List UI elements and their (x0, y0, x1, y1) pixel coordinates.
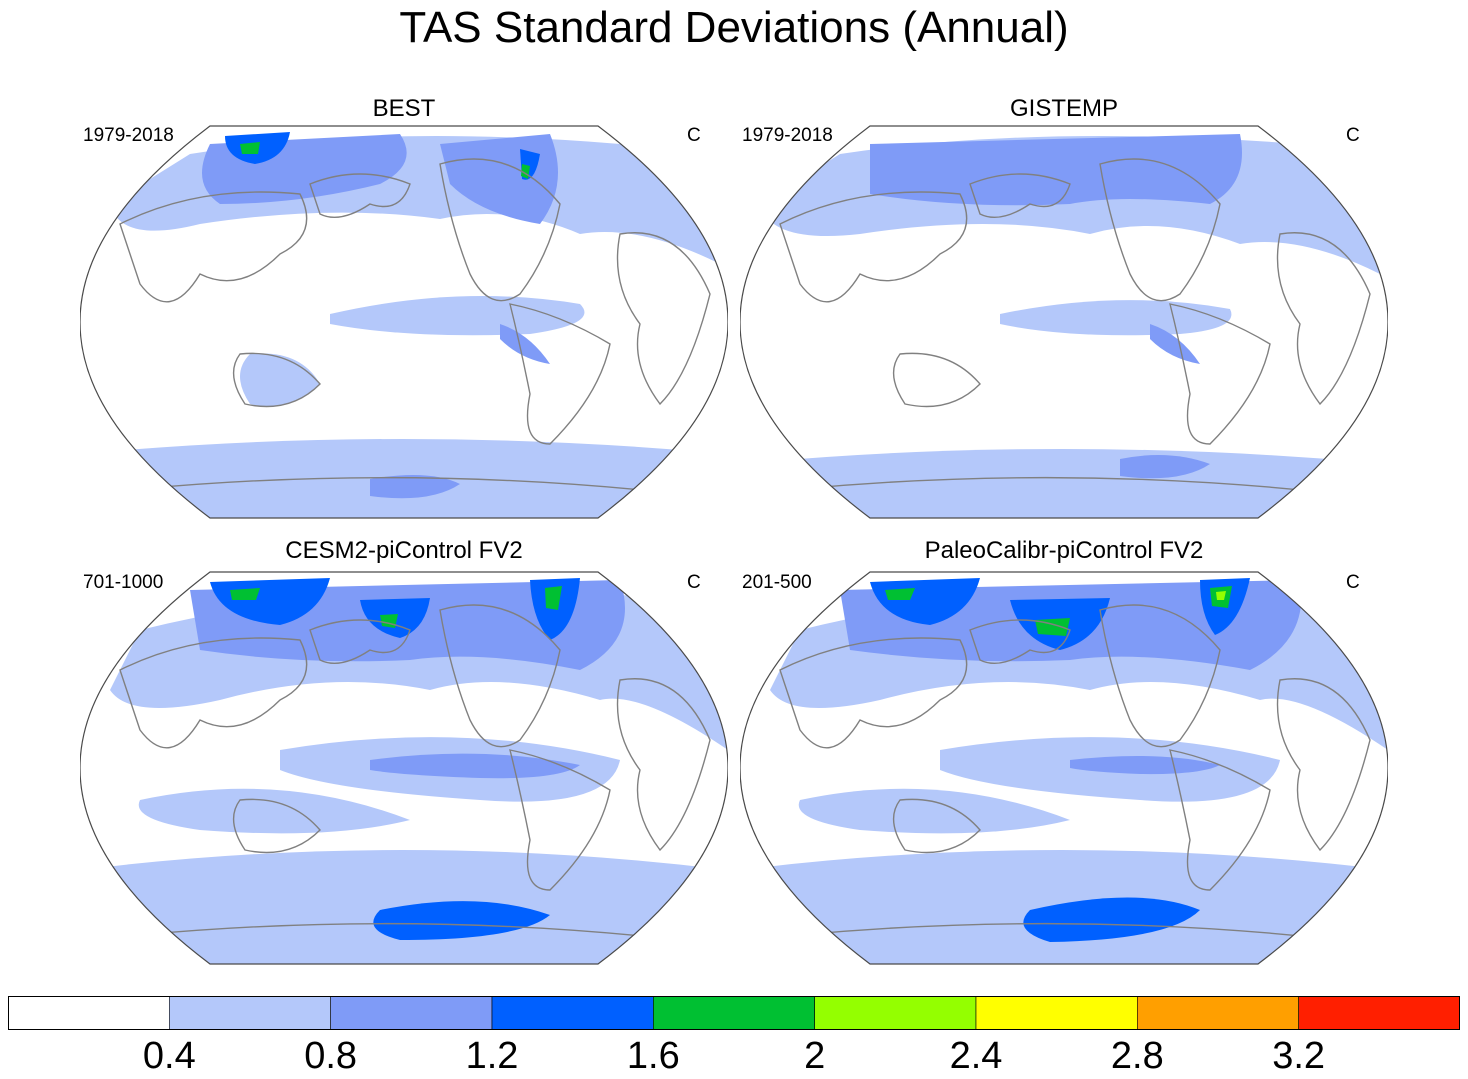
map-boundary (740, 571, 1388, 965)
shade-light-south (740, 449, 1388, 518)
colorbar-tick-label: 1.6 (626, 1035, 680, 1077)
panel-units-paleocalibr: C (1346, 572, 1360, 593)
map-best (80, 125, 728, 519)
colorbar (8, 996, 1460, 1030)
shade-green-greenland (545, 586, 562, 610)
shade-mid-antarctic (1120, 455, 1210, 479)
panel-units-best: C (687, 125, 701, 146)
colorbar-tick-label: 0.4 (142, 1035, 196, 1077)
shade-strong-antarctic (373, 901, 550, 940)
panel-period-gistemp: 1979-2018 (742, 125, 833, 146)
shade-mid-enso (1070, 756, 1220, 775)
shade-green-siberia (230, 588, 260, 600)
shade-mid-enso (1150, 324, 1200, 364)
shade-mid-enso (370, 753, 580, 779)
panel-units-gistemp: C (1346, 125, 1360, 146)
shade-green-siberia (240, 142, 260, 154)
coastlines (119, 604, 711, 941)
colorbar-box-5 (814, 996, 977, 1030)
coastlines (119, 158, 711, 495)
shade-green-alaska (1035, 618, 1070, 636)
colorbar-box-2 (330, 996, 493, 1030)
colorbar-box-4 (653, 996, 815, 1030)
map-boundary (740, 125, 1388, 519)
colorbar-box-3 (491, 996, 654, 1030)
shade-green-alaska (380, 614, 398, 628)
map-cesm2 (80, 571, 728, 965)
panel-units-cesm2: C (687, 572, 701, 593)
shade-light-indian (138, 788, 410, 834)
panel-title-best: BEST (372, 95, 436, 122)
colorbar-box-0 (8, 996, 170, 1030)
panel-period-cesm2: 701-1000 (83, 572, 164, 593)
colorbar-box-1 (169, 996, 331, 1030)
shade-strong-antarctic (1023, 897, 1200, 942)
figure-title: TAS Standard Deviations (Annual) (399, 3, 1069, 52)
shade-mid-antarctic (370, 475, 460, 499)
colorbar-box-8 (1298, 996, 1460, 1030)
colorbar-box-6 (975, 996, 1138, 1030)
map-boundary (80, 125, 728, 519)
shade-mid-north (870, 134, 1242, 206)
coastlines (779, 158, 1371, 495)
panel-period-best: 1979-2018 (83, 125, 174, 146)
colorbar-outline (8, 996, 1460, 1030)
panel-title-gistemp: GISTEMP (1009, 95, 1118, 122)
colorbar-tick-label: 0.8 (304, 1035, 358, 1077)
panel-period-paleocalibr: 201-500 (742, 572, 812, 593)
panel-title-paleocalibr: PaleoCalibr-piControl FV2 (924, 537, 1204, 564)
map-gistemp (740, 125, 1388, 519)
map-paleocalibr (740, 571, 1388, 965)
panel-title-cesm2: CESM2-piControl FV2 (285, 537, 523, 564)
colorbar-tick-label: 3.2 (1272, 1035, 1326, 1077)
colorbar-tick-label: 2.4 (949, 1035, 1003, 1077)
colorbar-tick-label: 1.2 (465, 1035, 519, 1077)
colorbar-tick-label: 2 (804, 1035, 826, 1077)
colorbar-box-7 (1137, 996, 1299, 1030)
shade-light-indian (798, 788, 1070, 834)
shade-green-siberia (885, 588, 915, 600)
map-boundary (80, 571, 728, 965)
shade-light-pacific (1000, 300, 1232, 336)
coastlines (779, 604, 1371, 941)
shade-mid-enso (500, 324, 550, 364)
shade-lime-greenland (1216, 591, 1226, 600)
colorbar-tick-label: 2.8 (1110, 1035, 1164, 1077)
